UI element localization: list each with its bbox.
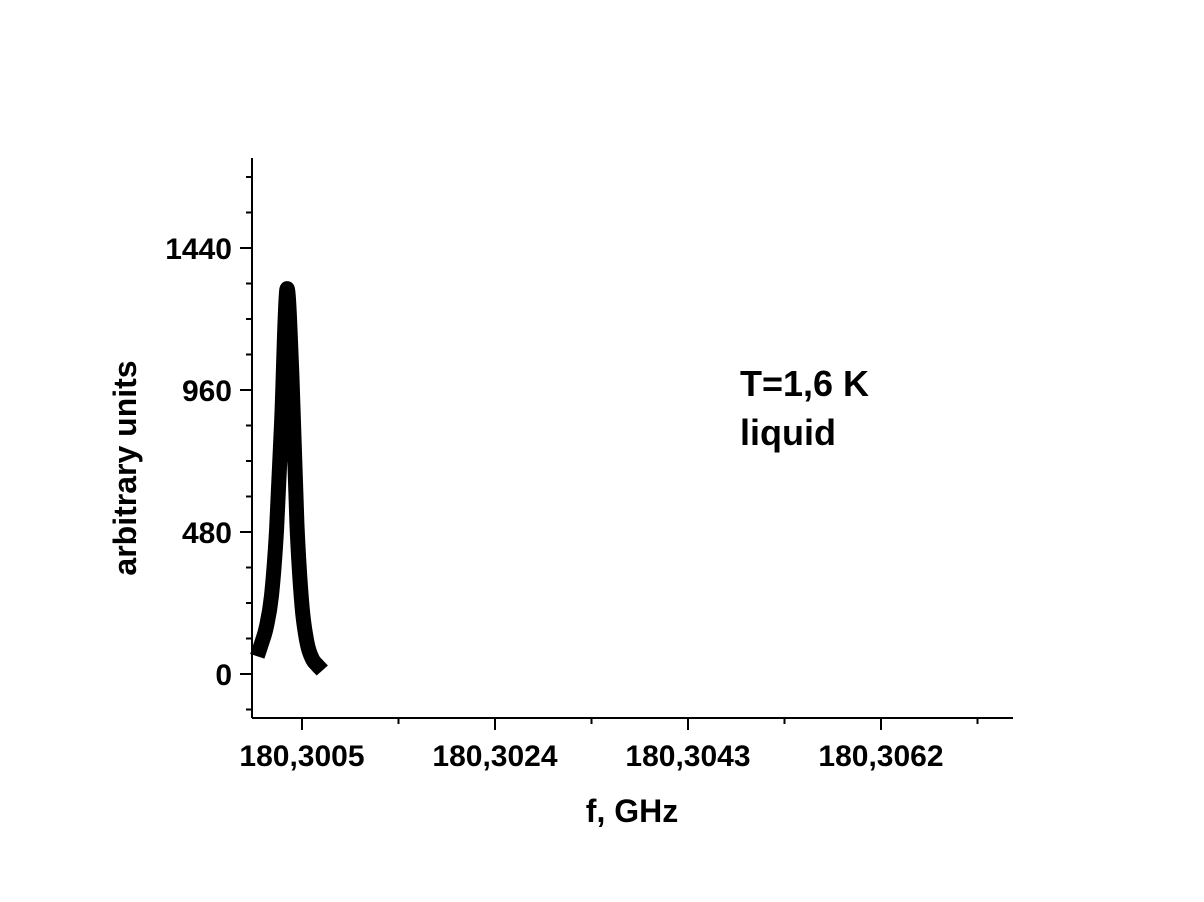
y-tick-label: 960 [182,375,232,408]
ticks [240,176,979,730]
y-tick-label: 1440 [165,233,232,266]
annotation-temperature: T=1,6 K [740,363,869,404]
x-axis-label: f, GHz [586,793,678,829]
axes [251,158,1013,719]
annotation-phase: liquid [740,412,836,453]
tick-labels: 0 480 960 1440 180,3005 180,3024 180,3043 180,3… [165,233,943,773]
x-tick-label: 180,3043 [625,740,750,773]
y-tick-label: 0 [215,659,232,692]
x-tick-label: 180,3005 [239,740,364,773]
x-tick-label: 180,3062 [818,740,943,773]
x-tick-label: 180,3024 [432,740,557,773]
y-axis-label: arbitrary units [107,360,143,575]
y-tick-label: 480 [182,517,232,550]
series-line [250,281,328,676]
